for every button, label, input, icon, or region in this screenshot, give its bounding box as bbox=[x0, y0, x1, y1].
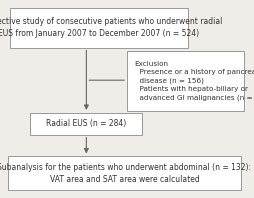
Text: Radial EUS (n = 284): Radial EUS (n = 284) bbox=[46, 119, 126, 128]
Text: Exclusion
  Presence or a history of pancreatic
  disease (n = 156)
  Patients w: Exclusion Presence or a history of pancr… bbox=[135, 61, 254, 101]
Bar bbox=[127, 51, 244, 111]
Bar bbox=[8, 156, 241, 190]
Text: Subanalysis for the patients who underwent abdominal (n = 132):
VAT area and SAT: Subanalysis for the patients who underwe… bbox=[0, 163, 251, 184]
Text: Prospective study of consecutive patients who underwent radial
EUS from January : Prospective study of consecutive patient… bbox=[0, 17, 222, 38]
Bar bbox=[30, 113, 142, 135]
Bar bbox=[10, 8, 188, 48]
